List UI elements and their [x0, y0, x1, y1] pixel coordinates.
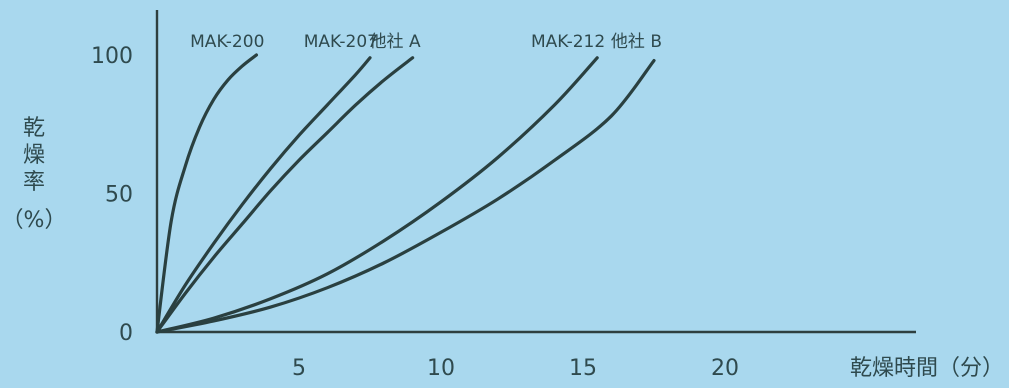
series-label: MAK-207 — [304, 32, 378, 52]
y-tick-label: 100 — [91, 44, 133, 69]
series-curves — [155, 53, 656, 334]
x-tick-label: 10 — [427, 356, 455, 381]
series-line — [155, 53, 258, 334]
y-axis-label-line-2: 燥 — [23, 143, 45, 168]
y-axis-label-line-4: （%） — [2, 208, 67, 233]
series-line — [155, 56, 599, 334]
series-label: 他社 B — [611, 32, 662, 52]
x-tick-label: 15 — [569, 356, 597, 381]
x-tick-label: 20 — [711, 356, 739, 381]
series-label: MAK-200 — [190, 32, 264, 52]
y-tick-label: 50 — [105, 183, 133, 208]
y-axis-label-line-1: 乾 — [23, 116, 45, 141]
series-line — [155, 56, 372, 334]
series-line — [155, 58, 656, 334]
x-axis-label: 乾燥時間（分） — [850, 356, 1004, 381]
series-line — [155, 56, 415, 334]
x-tick-label: 5 — [292, 356, 306, 381]
tick-labels: 5 10 15 20 0 50 100 — [91, 44, 739, 381]
y-axis-label-line-3: 率 — [23, 170, 45, 195]
series-label: MAK-212 — [531, 32, 605, 52]
y-tick-label: 0 — [119, 321, 133, 346]
series-label: 他社 A — [370, 32, 421, 52]
